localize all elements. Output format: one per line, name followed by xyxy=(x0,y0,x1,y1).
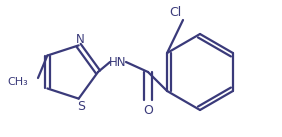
Text: S: S xyxy=(77,100,85,113)
Text: Cl: Cl xyxy=(169,5,181,18)
Text: HN: HN xyxy=(109,55,127,68)
Text: N: N xyxy=(76,33,85,46)
Text: CH₃: CH₃ xyxy=(8,77,28,87)
Text: O: O xyxy=(143,103,153,116)
